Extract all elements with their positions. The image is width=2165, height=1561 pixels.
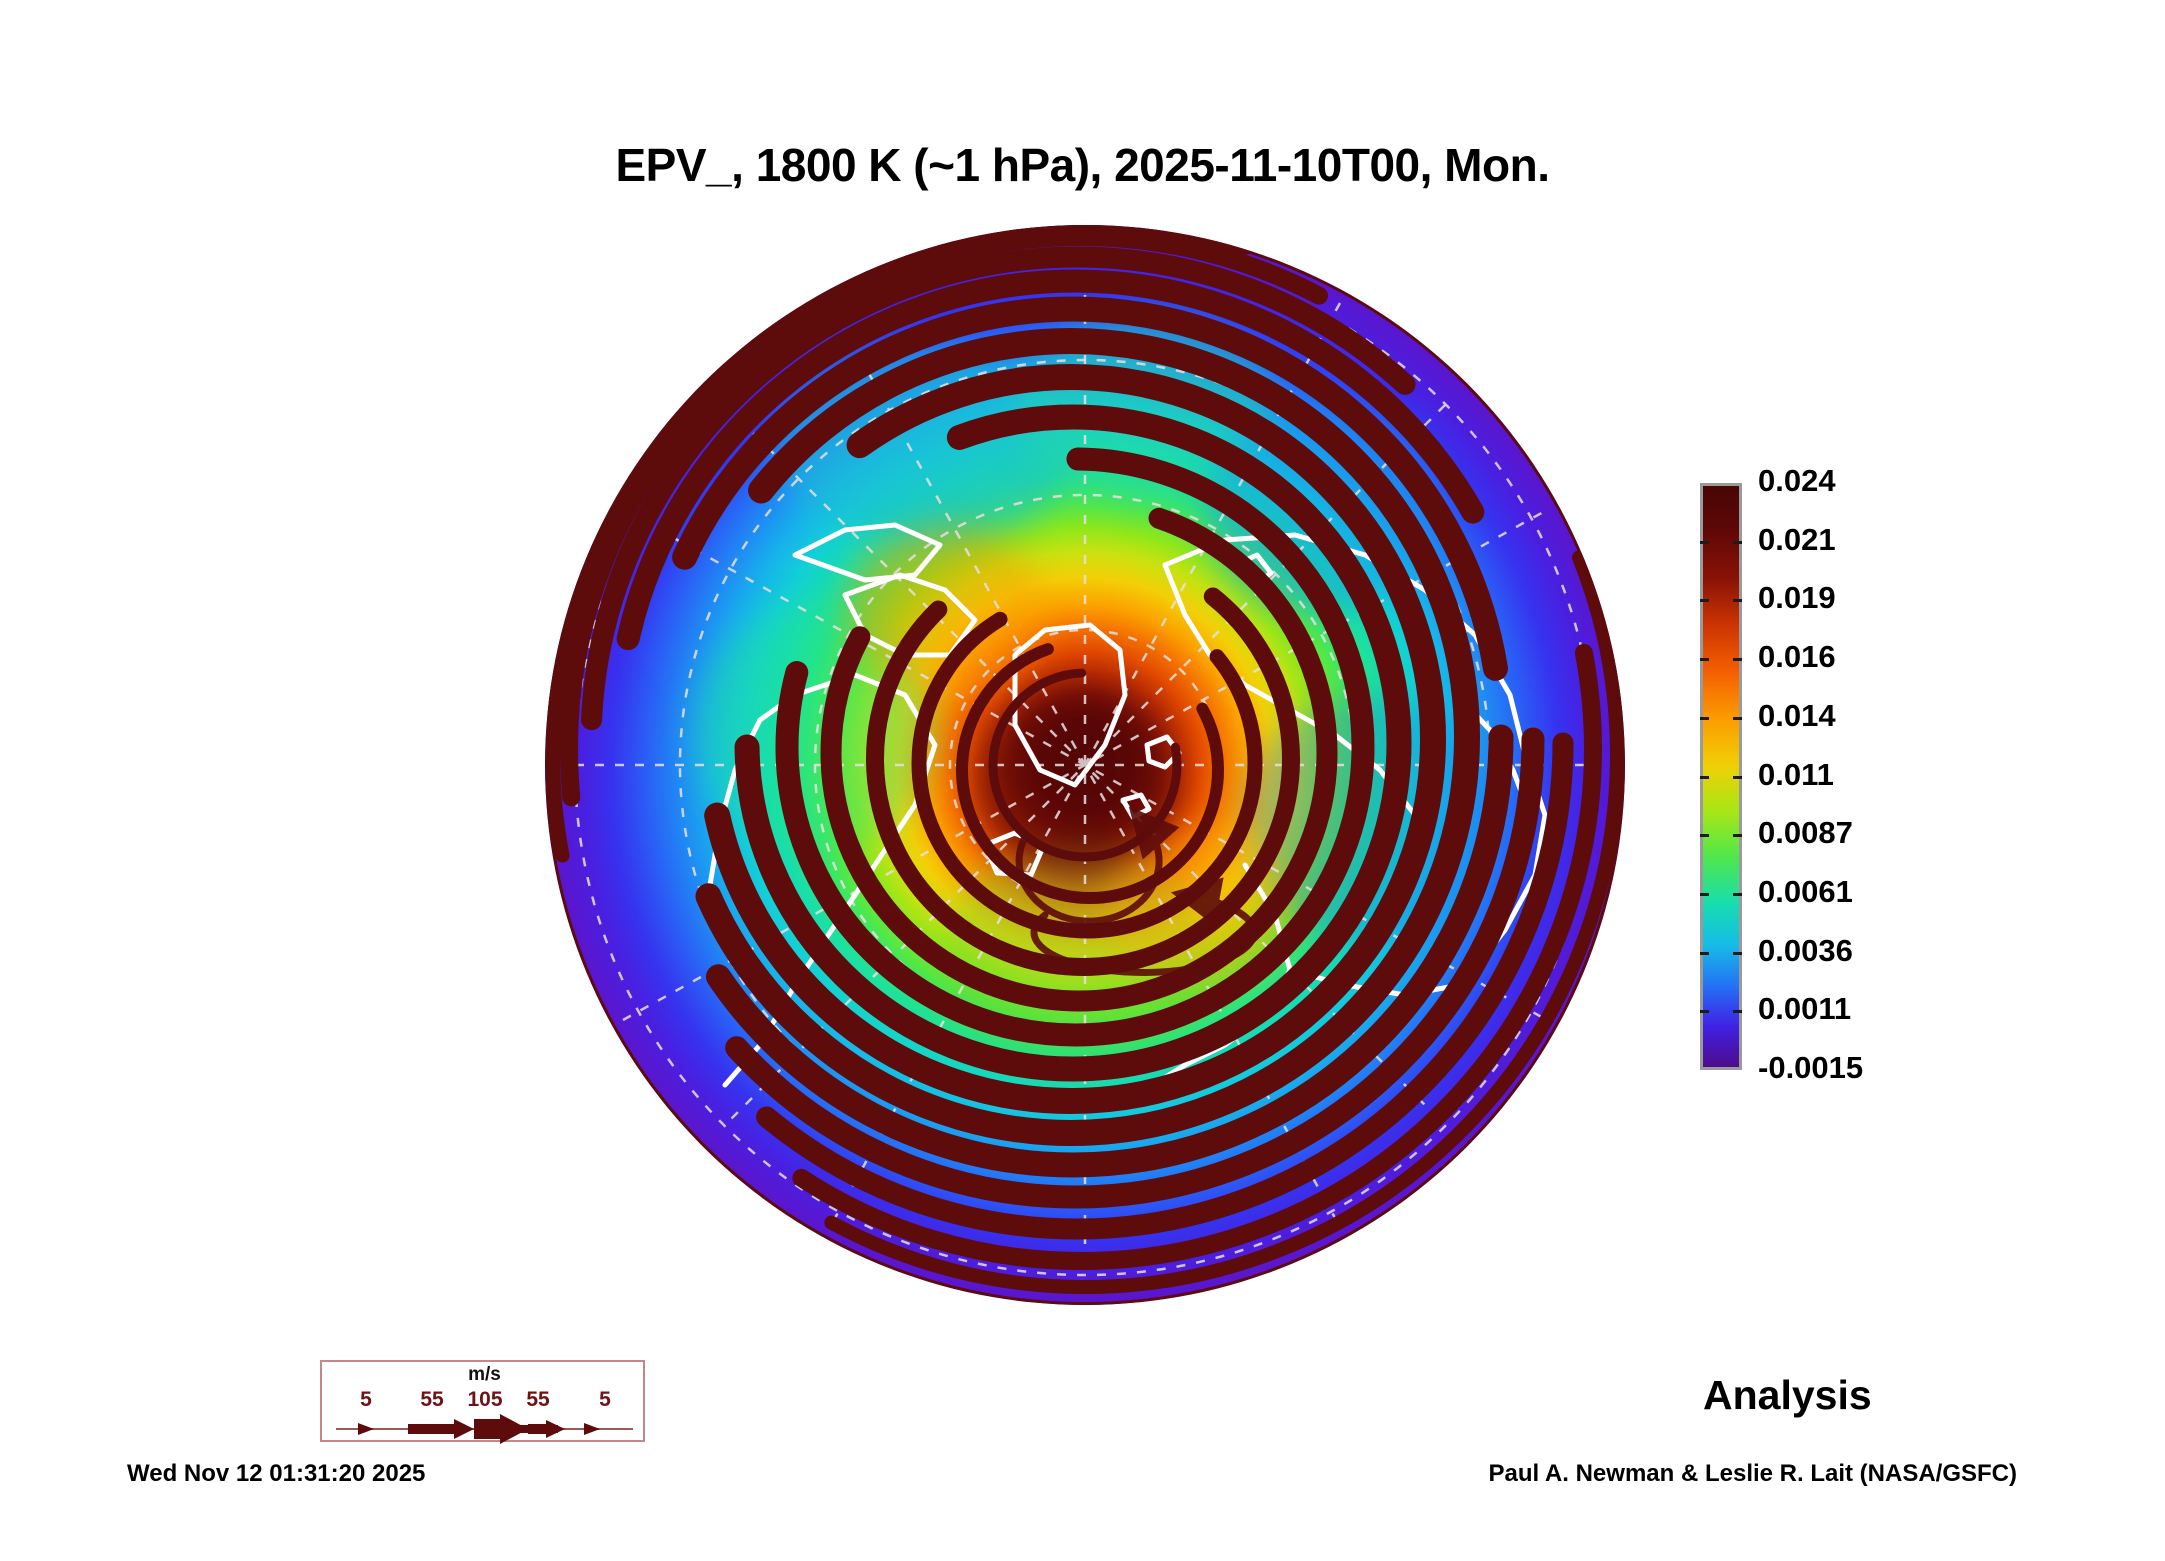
colorbar-label: 0.014 (1758, 697, 1836, 733)
colorbar-tick (1700, 951, 1709, 955)
colorbar-label: 0.011 (1758, 756, 1834, 792)
wind-legend-arrows (322, 1414, 647, 1444)
colorbar-tick (1700, 540, 1709, 544)
colorbar-label: 0.024 (1758, 463, 1836, 498)
colorbar-ticks (1700, 483, 1742, 1070)
colorbar-tick (1700, 834, 1709, 838)
colorbar-tick (1733, 540, 1742, 544)
wind-legend-tick: 5 (599, 1388, 611, 1411)
colorbar-labels: 0.024 0.021 0.019 0.016 0.014 0.011 0.0087 0.00… (1758, 463, 1988, 1094)
wind-speed-legend: m/s 5 55 105 55 5 (320, 1360, 647, 1444)
colorbar-tick (1700, 1010, 1709, 1014)
wind-streamlines (546, 225, 1624, 1294)
colorbar-tick (1733, 1010, 1742, 1014)
colorbar-tick (1700, 716, 1709, 720)
colorbar-tick (1700, 892, 1709, 896)
colorbar-label: 0.0011 (1758, 991, 1852, 1027)
colorbar-label: 0.0087 (1758, 815, 1853, 851)
colorbar-label: 0.0061 (1758, 873, 1853, 909)
wind-legend-tick: 55 (420, 1388, 444, 1411)
wind-legend-tick: 55 (526, 1388, 550, 1411)
colorbar-tick (1733, 892, 1742, 896)
colorbar-label: 0.016 (1758, 639, 1836, 675)
credit-line: Paul A. Newman & Leslie R. Lait (NASA/GS… (1488, 1460, 2017, 1487)
colorbar-tick (1733, 716, 1742, 720)
colorbar-tick (1700, 599, 1709, 603)
colorbar-tick (1733, 599, 1742, 603)
colorbar-label: 0.0036 (1758, 932, 1853, 968)
colorbar-tick (1733, 951, 1742, 955)
colorbar-label: -0.0015 (1758, 1050, 1864, 1085)
wind-legend-tick: 5 (360, 1388, 372, 1411)
epv-field-disc (545, 225, 1625, 1305)
colorbar-tick (1700, 775, 1709, 779)
colorbar-tick (1733, 834, 1742, 838)
colorbar-label: 0.019 (1758, 580, 1836, 616)
colorbar-tick (1733, 775, 1742, 779)
colorbar-tick (1733, 658, 1742, 662)
analysis-label: Analysis (1703, 1372, 1872, 1418)
colorbar-tick (1700, 658, 1709, 662)
wind-legend-unit: m/s (468, 1364, 501, 1385)
disc-outline (545, 225, 1625, 1305)
timestamp: Wed Nov 12 01:31:20 2025 (127, 1460, 426, 1487)
field-texture (695, 605, 935, 855)
page-title: EPV_, 1800 K (~1 hPa), 2025-11-10T00, Mo… (615, 139, 1550, 191)
polar-map[interactable] (545, 225, 1625, 1305)
wind-legend-tick: 105 (467, 1388, 503, 1411)
colorbar-label: 0.021 (1758, 521, 1836, 557)
colorbar (1700, 483, 1742, 1070)
wind-legend-ticks: 5 55 105 55 5 (322, 1388, 647, 1414)
